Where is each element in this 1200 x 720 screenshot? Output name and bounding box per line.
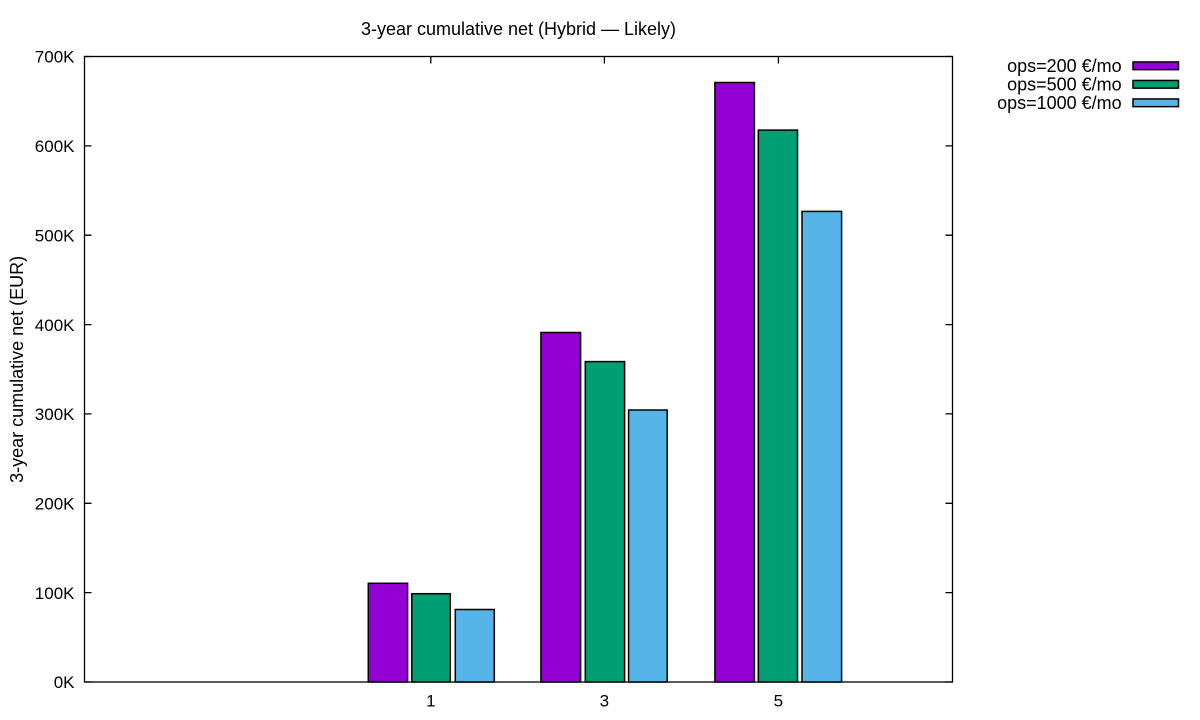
svg-text:ops=500 €/mo: ops=500 €/mo [1007, 74, 1122, 94]
svg-text:500K: 500K [35, 226, 75, 245]
svg-text:5: 5 [774, 692, 783, 711]
svg-text:700K: 700K [35, 48, 75, 67]
svg-text:0K: 0K [54, 673, 75, 692]
svg-text:3-year cumulative net (EUR): 3-year cumulative net (EUR) [7, 256, 27, 483]
svg-text:300K: 300K [35, 405, 75, 424]
svg-text:ops=1000 €/mo: ops=1000 €/mo [997, 93, 1122, 113]
svg-text:200K: 200K [35, 495, 75, 514]
svg-text:400K: 400K [35, 316, 75, 335]
svg-text:100K: 100K [35, 584, 75, 603]
svg-text:600K: 600K [35, 137, 75, 156]
svg-text:3-year cumulative net (Hybrid: 3-year cumulative net (Hybrid — Likely) [361, 19, 676, 39]
svg-text:1: 1 [426, 692, 435, 711]
svg-text:3: 3 [600, 692, 609, 711]
svg-text:ops=200 €/mo: ops=200 €/mo [1007, 56, 1122, 76]
